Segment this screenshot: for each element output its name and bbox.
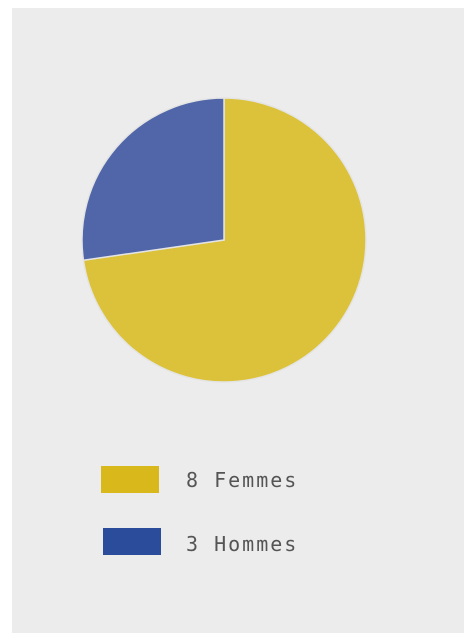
legend-swatch-hommes [103, 528, 161, 555]
pie-slices [81, 97, 367, 383]
legend-label-femmes: 8 Femmes [186, 468, 299, 492]
pie-slice-3-hommes [81, 97, 225, 262]
legend-label-hommes: 3 Hommes [186, 532, 299, 556]
legend-swatch-femmes [101, 466, 159, 493]
chart-panel: 8 Femmes 3 Hommes [12, 8, 464, 633]
pie-chart [81, 97, 367, 383]
